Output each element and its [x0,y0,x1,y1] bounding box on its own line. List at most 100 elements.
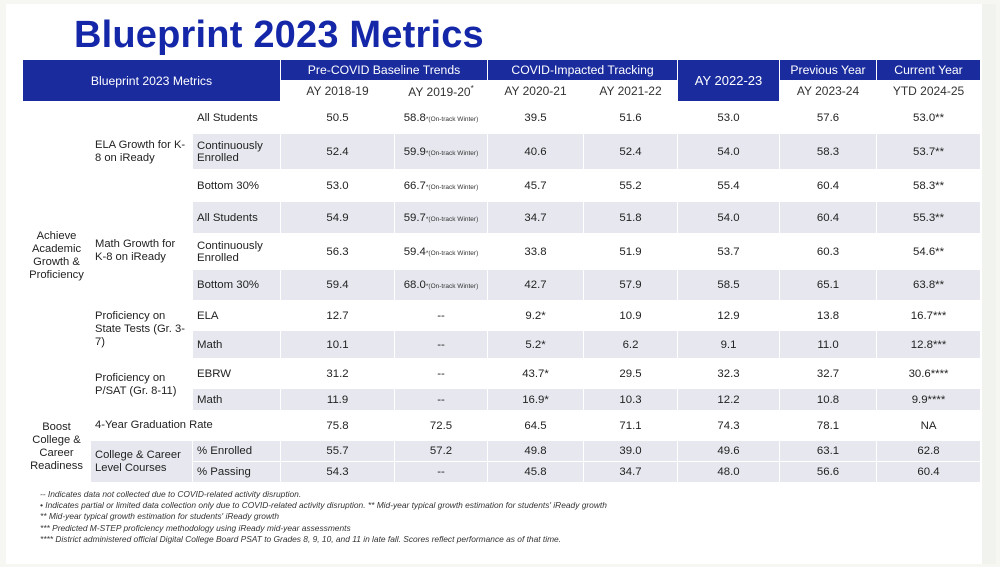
cell: 51.9 [582,233,679,270]
cell: 11.9 [280,388,395,411]
cell: 45.7 [487,169,584,202]
cell: 33.8 [487,233,584,270]
cell: 54.3 [280,461,395,483]
table-row: Math Growth for K-8 on iReady All Studen… [22,201,982,301]
cell: 12.9 [677,300,781,331]
cell: 40.6 [487,133,584,170]
cell: 54.0 [677,201,781,234]
subgroup-graduation: 4-Year Graduation Rate [90,410,281,441]
cell: 64.5 [487,410,584,441]
cell: 59.7*(On-track Winter) [394,201,488,234]
cell: 59.9*(On-track Winter) [394,133,488,170]
corner-header: Blueprint 2023 Metrics [22,59,281,102]
cell: 60.4 [876,461,982,483]
subgroup-psat: Proficiency on P/SAT (Gr. 8-11) [90,358,193,411]
cell: 57.9 [582,269,679,301]
cell: 12.7 [280,300,395,331]
cell: 51.8 [582,201,679,234]
cell: 53.7 [677,233,781,270]
cell: 30.6**** [876,358,982,389]
cell: 53.0** [876,101,982,134]
cell: 11.0 [779,330,878,359]
cell: 45.8 [487,461,584,483]
cell: 51.6 [582,101,679,134]
cell: 16.7*** [876,300,982,331]
cell: 58.3 [779,133,878,170]
cell: 12.8*** [876,330,982,359]
slide-edge [982,4,996,564]
cell: 52.4 [280,133,395,170]
category-achieve: Achieve Academic Growth & Proficiency [22,101,91,411]
cell: 39.5 [487,101,584,134]
footnote: -- Indicates data not collected due to C… [40,489,302,499]
page-title: Blueprint 2023 Metrics [74,14,484,56]
cell: NA [876,410,982,441]
cell: 9.2* [487,300,584,331]
row-label: Bottom 30% [192,169,281,202]
cell: 9.1 [677,330,781,359]
cell: 72.5 [394,410,488,441]
cell: 57.2 [394,440,488,462]
subgroup-college-courses: College & Career Level Courses [90,440,193,483]
cell: 16.9* [487,388,584,411]
cell: 10.3 [582,388,679,411]
table-row: Boost College & Career Readiness 4-Year … [22,410,982,483]
cell: 34.7 [487,201,584,234]
cell: 34.7 [582,461,679,483]
table-row: Proficiency on State Tests (Gr. 3-7) ELA… [22,300,982,359]
cell: 48.0 [677,461,781,483]
cell: 54.0 [677,133,781,170]
cell: 57.6 [779,101,878,134]
cell: 53.0 [677,101,781,134]
table-row: Math 11.9 -- 16.9* 10.3 12.2 10.8 9.9***… [22,388,982,411]
row-label: % Passing [192,461,281,483]
cell: 55.7 [280,440,395,462]
cell: 58.8*(On-track Winter) [394,101,488,134]
cell: 74.3 [677,410,781,441]
row-label: Bottom 30% [192,269,281,301]
cell: 78.1 [779,410,878,441]
cell: 62.8 [876,440,982,462]
footnote: **** District administered official Digi… [40,533,562,544]
cell: -- [394,300,488,331]
row-label: % Enrolled [192,440,281,462]
subgroup-state-tests: Proficiency on State Tests (Gr. 3-7) [90,300,193,359]
metrics-table: Blueprint 2023 Metrics Pre-COVID Baselin… [22,59,982,483]
group-header-covid: COVID-Impacted Tracking [486,59,679,81]
cell: 52.4 [582,133,679,170]
table-row: College & Career Level Courses % Enrolle… [22,440,982,483]
subgroup-math-growth: Math Growth for K-8 on iReady [90,201,193,301]
cell: 5.2* [487,330,584,359]
cell: 29.5 [582,358,679,389]
subheader-ay2020-21: AY 2020-21 [487,80,584,102]
group-header-ay2022-23: AY 2022-23 [677,59,781,102]
cell: -- [394,461,488,483]
cell: 10.9 [582,300,679,331]
cell: 55.2 [582,169,679,202]
cell: 59.4*(On-track Winter) [394,233,488,270]
cell: 49.6 [677,440,781,462]
cell: 56.6 [779,461,878,483]
cell: 42.7 [487,269,584,301]
cell: 10.1 [280,330,395,359]
cell: 55.3** [876,201,982,234]
group-header-pre-covid: Pre-COVID Baseline Trends [280,59,488,81]
row-label: Math [192,388,281,411]
cell: 59.4 [280,269,395,301]
cell: 54.9 [280,201,395,234]
cell: 75.8 [280,410,395,441]
cell: 13.8 [779,300,878,331]
cell: 43.7* [487,358,584,389]
subheader-ytd2024-25: YTD 2024-25 [876,80,982,102]
cell: 6.2 [582,330,679,359]
category-boost: Boost College & Career Readiness [22,410,91,483]
cell: 12.2 [677,388,781,411]
cell: 31.2 [280,358,395,389]
cell: 53.7** [876,133,982,170]
cell: 66.7*(On-track Winter) [394,169,488,202]
subheader-ay2023-24: AY 2023-24 [779,80,878,102]
table-row: Achieve Academic Growth & Proficiency EL… [22,101,982,411]
footnotes: -- Indicates data not collected due to C… [40,489,607,545]
table-row: % Passing 54.3 -- 45.8 34.7 48.0 56.6 60… [22,461,982,483]
cell: 49.8 [487,440,584,462]
